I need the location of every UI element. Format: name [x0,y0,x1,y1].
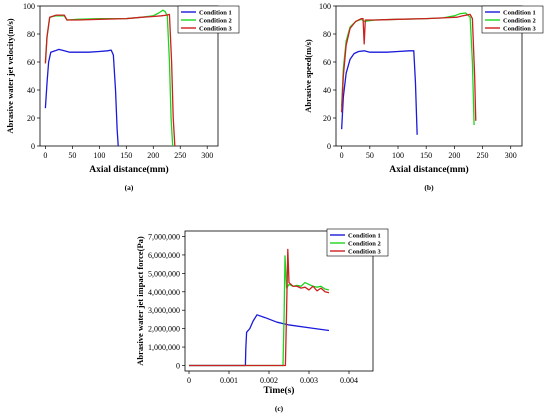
x-tick-label: 200 [147,151,159,160]
y-tick-label: 7,000,000 [148,233,180,242]
series-line-3 [340,13,477,121]
y-tick-label: 100 [319,2,331,11]
y-tick-label: 100 [23,2,35,11]
series-line-3 [189,248,330,367]
y-tick-label: 3,000,000 [148,306,180,315]
series-line-2 [189,255,330,367]
legend-label: Condition 1 [199,9,232,16]
y-tick-label: 80 [323,30,331,39]
x-axis-label: Axial distance(mm) [89,164,168,175]
x-tick-label: 150 [120,151,132,160]
y-axis-label: Abrasive water jet velocity(m/s) [5,18,15,133]
plot-frame [39,5,219,147]
legend-label: Condition 1 [503,9,536,16]
legend-label: Condition 3 [503,25,536,32]
x-axis-label: Time(s) [264,385,295,396]
x-tick-label: 0 [340,151,344,160]
x-axis-label: Axial distance(mm) [389,164,468,175]
x-tick-label: 250 [477,151,489,160]
panel-label: (b) [424,183,434,192]
x-tick-label: 200 [448,151,460,160]
y-tick-label: 0 [176,361,180,370]
x-tick-label: 250 [174,151,186,160]
x-tick-label: 0.001 [220,376,238,385]
series-line-1 [340,50,418,135]
x-tick-label: 0 [43,151,47,160]
panel-label: (a) [125,183,134,192]
y-tick-label: 0 [327,142,331,151]
legend-label: Condition 3 [348,248,381,255]
series-line-1 [44,48,119,146]
x-tick-label: 0.004 [340,376,358,385]
legend-label: Condition 2 [199,17,232,24]
y-tick-label: 40 [323,86,331,95]
legend-label: Condition 1 [348,232,381,239]
x-tick-label: 0.002 [260,376,278,385]
y-axis-label: Abrasive speed(m/s) [303,39,313,113]
y-tick-label: 60 [323,58,331,67]
chart-1: 0 50 100 150 200 250 300 0 20 40 60 80 100 Axial dist… [5,2,240,192]
x-tick-label: 100 [93,151,105,160]
y-tick-label: 4,000,000 [148,288,180,297]
y-axis-label: Abrasive water jet impact force(Pa) [135,236,145,366]
chart-3: 0 0.001 0.002 0.003 0.004 0 1,000,000 2,000,000… [135,228,389,413]
x-tick-label: 50 [366,151,374,160]
x-tick-label: 0.003 [300,376,318,385]
x-tick-label: 50 [68,151,76,160]
y-tick-label: 0 [31,142,35,151]
series-line-3 [44,13,176,146]
y-tick-label: 20 [27,114,35,123]
x-tick-label: 300 [505,151,517,160]
y-tick-label: 80 [27,30,35,39]
y-tick-label: 6,000,000 [148,251,180,260]
plot-frame [184,230,374,372]
series-line-2 [340,12,475,126]
x-tick-label: 100 [392,151,404,160]
x-tick-label: 0 [187,376,191,385]
series-line-1 [189,314,330,367]
y-tick-label: 40 [27,86,35,95]
x-tick-label: 150 [420,151,432,160]
legend-label: Condition 3 [199,25,232,32]
x-tick-label: 300 [201,151,213,160]
chart-2: 0 50 100 150 200 250 300 0 20 40 60 80 100 Axial dist… [303,2,544,192]
plot-frame [335,5,523,147]
series-line-2 [44,9,174,146]
y-tick-label: 5,000,000 [148,269,180,278]
y-tick-label: 20 [323,114,331,123]
legend-label: Condition 2 [503,17,536,24]
y-tick-label: 1,000,000 [148,343,180,352]
y-tick-label: 60 [27,58,35,67]
panel-label: (c) [275,404,284,413]
y-tick-label: 2,000,000 [148,325,180,334]
legend-label: Condition 2 [348,240,381,247]
